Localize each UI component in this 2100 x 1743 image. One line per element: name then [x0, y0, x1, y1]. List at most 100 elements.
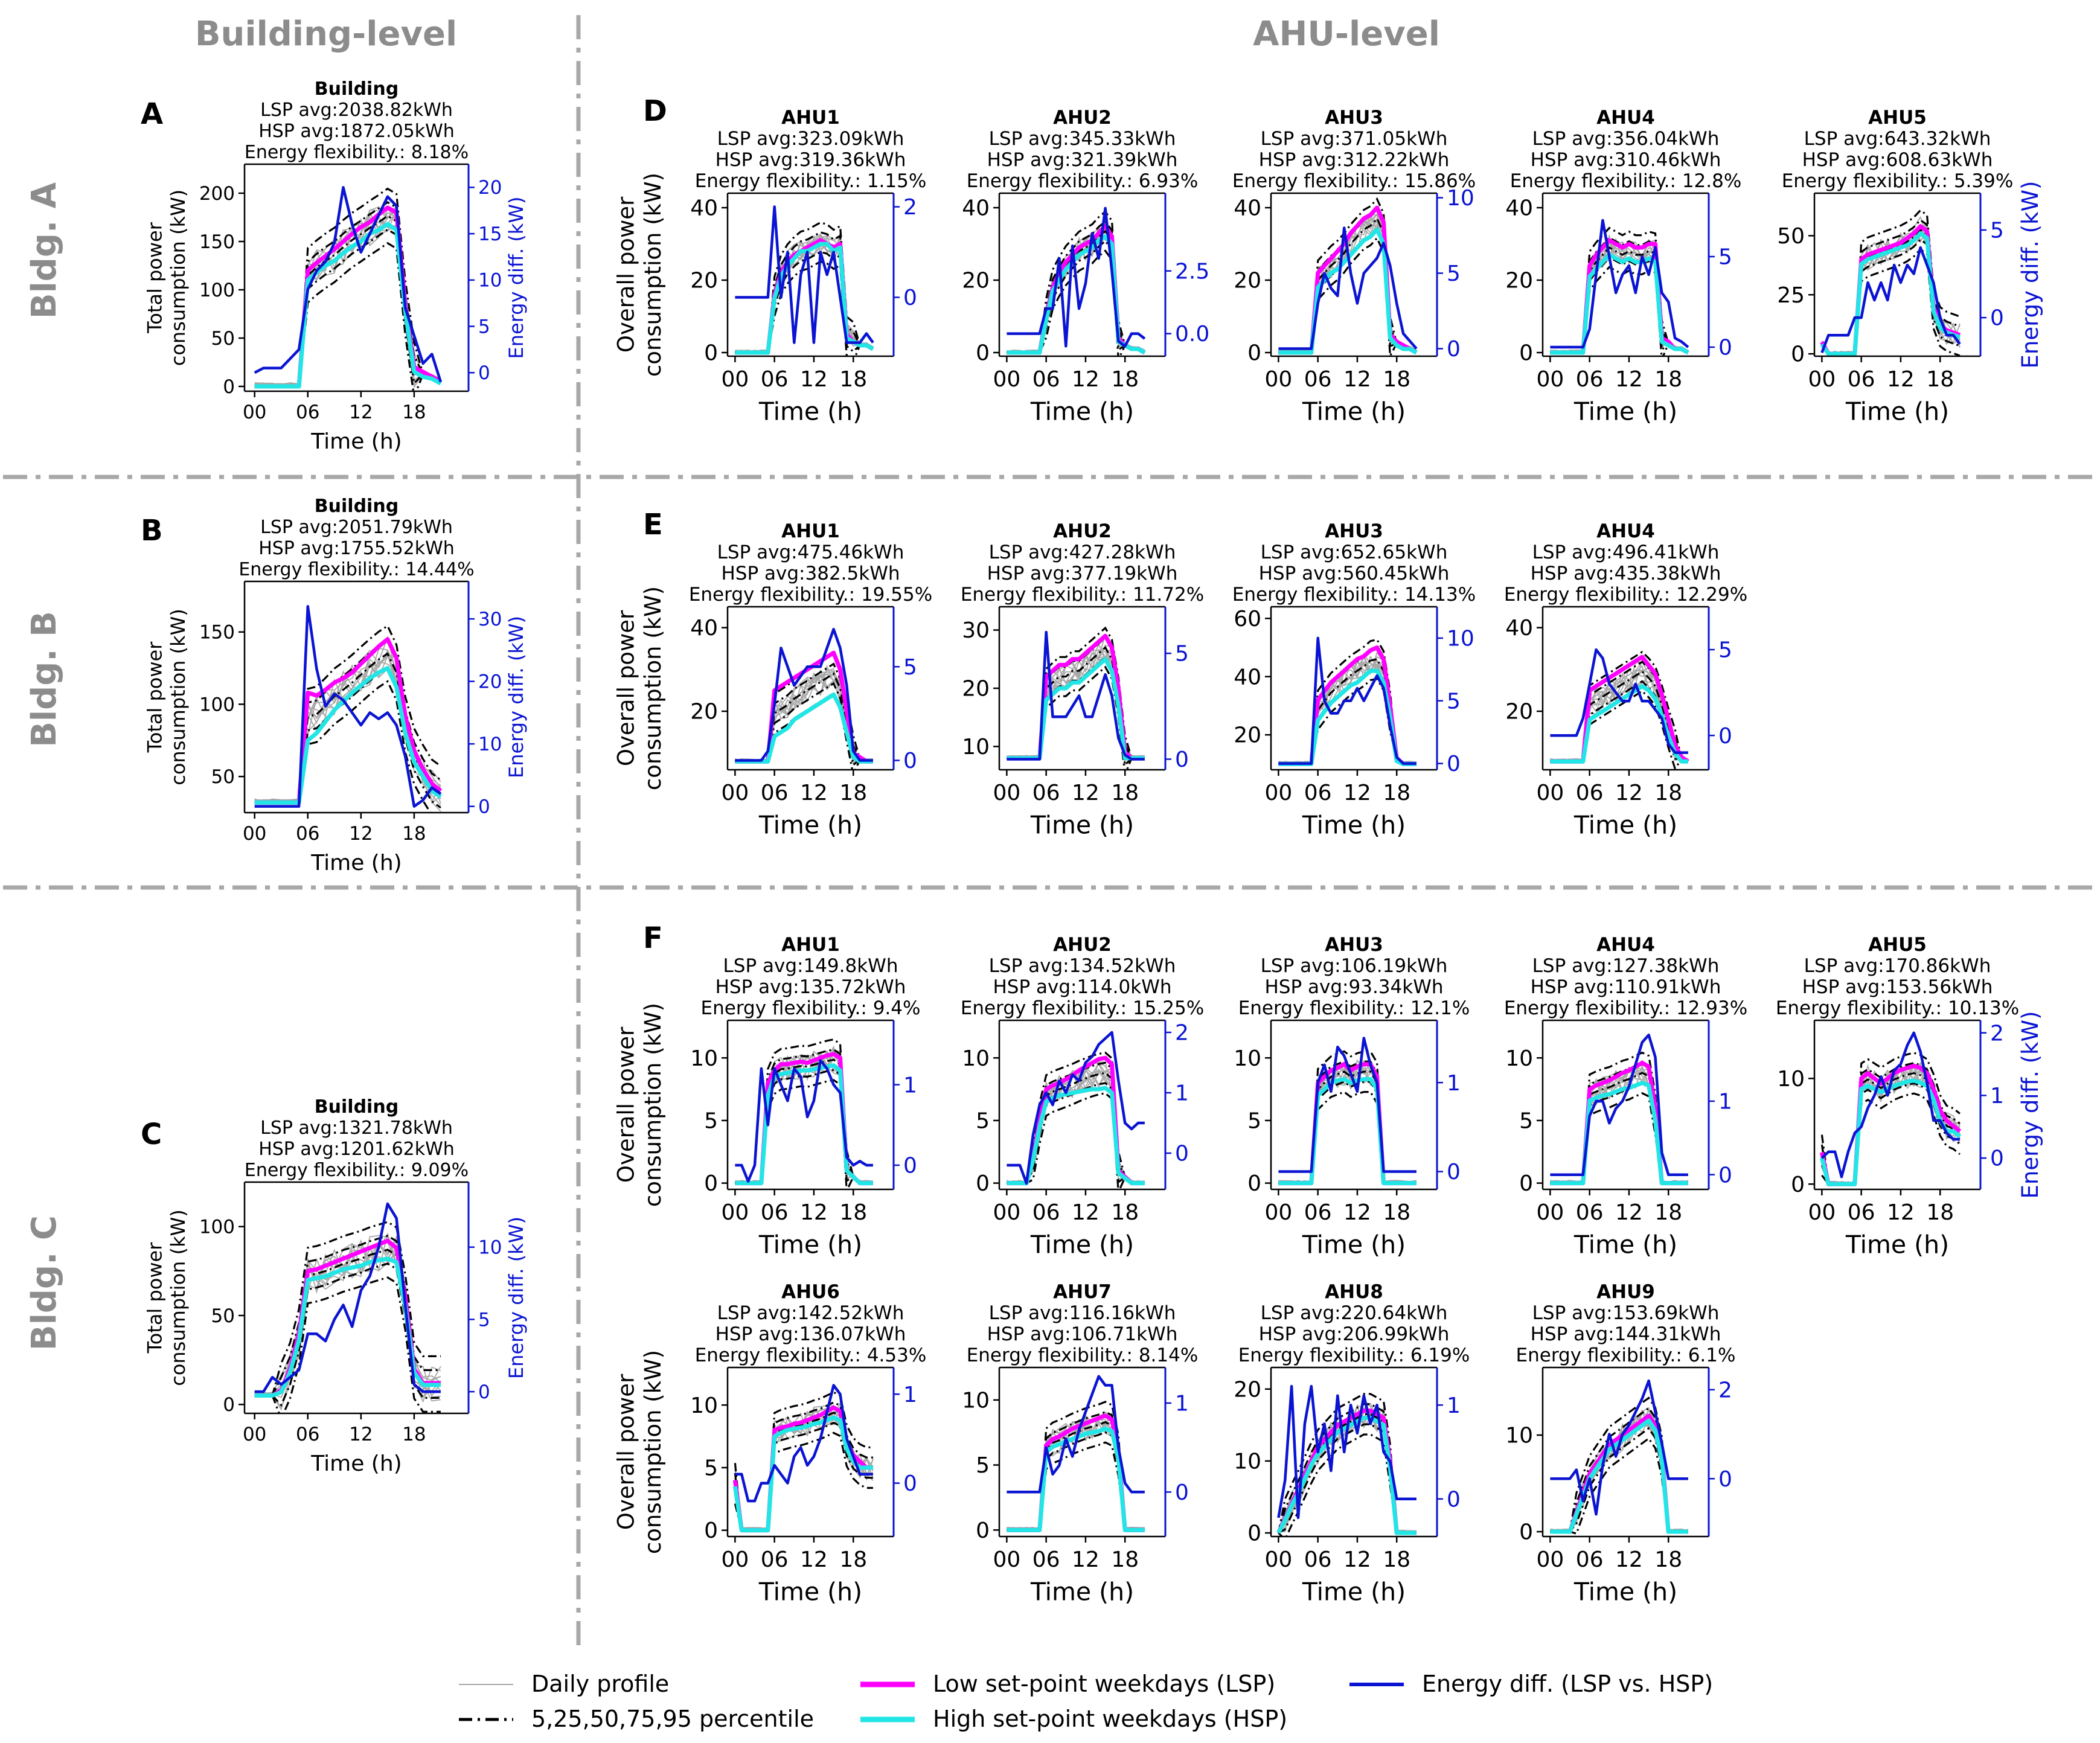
chart-hsp-avg: HSP avg:206.99kWh [1259, 1323, 1450, 1345]
chart-title: AHU4 [1596, 934, 1655, 956]
chart-title: AHU2 [1053, 107, 1112, 129]
series-hsp [1550, 252, 1689, 355]
chart-energy-flexibility: Energy flexibility.: 12.93% [1504, 997, 1747, 1019]
x-tick-label: 06 [1576, 1200, 1604, 1225]
chart-energy-flexibility: Energy flexibility.: 14.13% [1232, 584, 1476, 606]
panel-letter: C [141, 1118, 162, 1151]
percentile-line [1007, 1082, 1145, 1185]
y2-tick-label: 1 [1447, 1071, 1461, 1096]
chart-lsp-avg: LSP avg:371.05kWh [1261, 128, 1448, 150]
chart-energy-flexibility: Energy flexibility.: 4.53% [695, 1345, 927, 1366]
chart-plot-area [1007, 1375, 1145, 1532]
y2-tick-label: 5 [1990, 219, 2004, 243]
y2-tick-label: 5 [903, 655, 917, 680]
x-tick-label: 00 [1264, 781, 1292, 805]
chart-plot-area [1007, 206, 1146, 356]
percentile-line [1821, 219, 1961, 355]
series-hsp [735, 1063, 873, 1186]
x-tick-label: 06 [1304, 1547, 1332, 1572]
chart-lsp-avg: LSP avg:496.41kWh [1532, 542, 1720, 563]
chart-energy-flexibility: Energy flexibility.: 15.86% [1232, 170, 1476, 192]
y2-tick-label: 1 [1175, 1081, 1189, 1106]
y2-tick-label: 5 [1175, 642, 1189, 667]
series-energy-diff [1007, 1375, 1145, 1494]
daily-profile-line [1550, 1068, 1689, 1184]
percentile-line [1278, 1080, 1417, 1185]
x-tick-label: 18 [1654, 367, 1682, 392]
chart-title: AHU4 [1596, 107, 1655, 129]
x-tick-label: 06 [1032, 781, 1060, 805]
y-tick-label: 5 [704, 1109, 718, 1134]
chart-plot-area [254, 186, 443, 391]
y-tick-label: 40 [690, 196, 718, 221]
x-tick-label: 06 [761, 1200, 789, 1225]
row-label-bldg-a: Bldg. A [25, 182, 64, 319]
y2-tick-label: 10 [478, 1237, 502, 1259]
series-energy-diff [735, 627, 873, 762]
y-tick-label: 40 [690, 616, 718, 641]
percentile-line [1550, 1437, 1688, 1535]
y-axis-label-line2: consumption (kW) [640, 1350, 666, 1554]
y2-tick-label: 0 [1447, 752, 1461, 776]
x-tick-label: 06 [1304, 781, 1332, 805]
series-energy-diff [254, 186, 443, 383]
y2-tick-label: 10 [478, 270, 502, 292]
chart-lsp-avg: LSP avg:153.69kWh [1532, 1302, 1720, 1324]
chart-lsp-avg: LSP avg:142.52kWh [717, 1302, 904, 1324]
chart-hsp-avg: HSP avg:435.38kWh [1531, 563, 1721, 584]
y-tick-label: 100 [199, 694, 235, 715]
chart-hsp-avg: HSP avg:382.5kWh [722, 563, 900, 584]
x-tick-label: 06 [1032, 367, 1060, 392]
y-tick-label: 0 [1519, 341, 1533, 366]
percentile-line [734, 1431, 873, 1532]
x-axis-label: Time (h) [758, 1578, 862, 1607]
y-axis-label-line1: Overall power [613, 610, 639, 766]
y2-tick-label: 0 [1718, 1467, 1732, 1492]
x-tick-label: 18 [1111, 1547, 1139, 1572]
series-energy-diff [1820, 1031, 1960, 1179]
y2-tick-label: 20 [478, 671, 502, 692]
chart-lsp-avg: LSP avg:116.16kWh [989, 1302, 1176, 1324]
y2-axis-label: Energy diff. (kW) [2017, 181, 2043, 369]
y-axis-label-line1: Total power [143, 222, 166, 334]
y-tick-label: 0 [976, 1171, 990, 1196]
chart-plot-area [735, 627, 874, 770]
series-energy-diff [1550, 219, 1689, 349]
chart-title: AHU2 [1053, 934, 1112, 956]
x-axis-label: Time (h) [1030, 1230, 1134, 1259]
chart-title: AHU1 [781, 107, 840, 129]
percentile-line [1007, 1072, 1145, 1185]
x-tick-label: 12 [1615, 1200, 1643, 1225]
y-tick-label: 20 [962, 269, 990, 293]
percentile-line [1550, 1406, 1688, 1533]
chart-hsp-avg: HSP avg:312.22kWh [1259, 149, 1450, 171]
chart-lsp-avg: LSP avg:127.38kWh [1532, 955, 1720, 977]
chart-hsp-avg: HSP avg:319.36kWh [715, 149, 906, 171]
x-tick-label: 18 [839, 1547, 867, 1572]
x-tick-label: 18 [1654, 781, 1682, 805]
daily-profile-line [1278, 213, 1417, 353]
panel-letter: D [643, 94, 667, 128]
series-hsp [1278, 1077, 1417, 1186]
percentile-line [1550, 1396, 1688, 1533]
series-energy-diff [254, 1202, 441, 1393]
daily-profile-line [1278, 1067, 1417, 1184]
chart-energy-flexibility: Energy flexibility.: 12.8% [1510, 170, 1742, 192]
y-tick-label: 10 [1234, 1449, 1261, 1474]
x-tick-label: 00 [721, 1200, 749, 1225]
y2-tick-label: 0 [1990, 1147, 2004, 1171]
x-axis-label: Time (h) [1573, 1230, 1677, 1259]
y-tick-label: 20 [690, 269, 718, 293]
x-tick-label: 18 [402, 401, 426, 423]
x-tick-label: 18 [839, 367, 867, 392]
y-tick-label: 40 [1505, 616, 1533, 641]
chart-plot-area [1278, 1037, 1417, 1186]
x-tick-label: 00 [1536, 1200, 1564, 1225]
percentile-line [254, 1276, 441, 1413]
panel-letter: B [141, 514, 163, 548]
chart-lsp-avg: LSP avg:356.04kWh [1532, 128, 1720, 150]
